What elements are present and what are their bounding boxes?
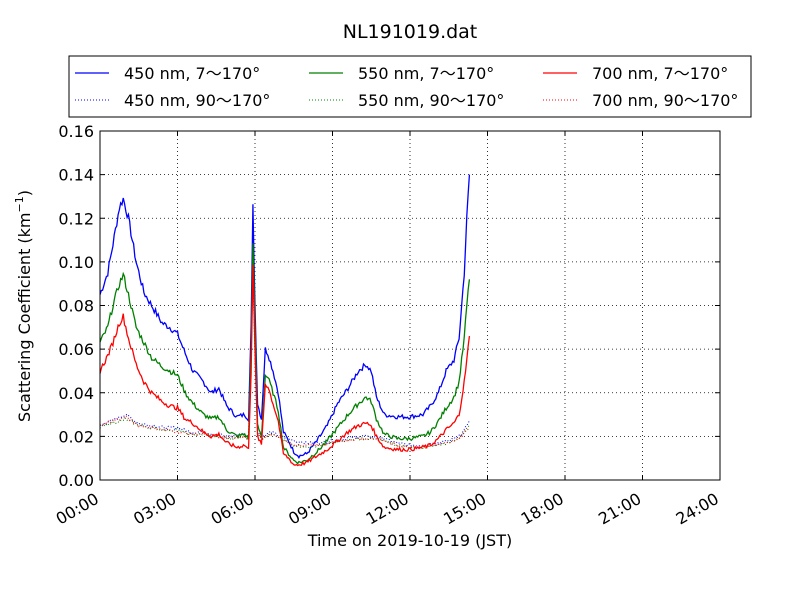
- y-tick-label: 0.04: [58, 384, 94, 403]
- y-tick-label: 0.14: [58, 166, 94, 185]
- series-layer: [99, 174, 471, 467]
- chart-title: NL191019.dat: [343, 21, 478, 43]
- y-tick-label: 0.02: [58, 427, 94, 446]
- legend-label: 450 nm, 90～170°: [124, 91, 270, 110]
- y-tick-label: 0.12: [58, 209, 94, 228]
- legend-label: 450 nm, 7～170°: [124, 64, 260, 83]
- y-axis-label-exponent: −1: [13, 196, 26, 212]
- y-axis-label: Scattering Coefficient (km−1): [13, 190, 34, 422]
- y-tick-label: 0.10: [58, 253, 94, 272]
- y-tick-label: 0.00: [58, 471, 94, 490]
- x-tick-label: 18:00: [518, 489, 567, 529]
- x-tick-label: 21:00: [595, 489, 644, 529]
- x-tick-label: 12:00: [363, 489, 412, 529]
- x-tick-label: 15:00: [440, 489, 489, 529]
- x-tick-label: 09:00: [285, 489, 334, 529]
- x-tick-labels: 00:00 03:00 06:00 09:00 12:00 15:00 18:00 21:00…: [53, 489, 722, 529]
- legend-label: 550 nm, 7～170°: [358, 64, 494, 83]
- y-tick-label: 0.08: [58, 297, 94, 316]
- plot-area: 0.00 0.02 0.04 0.06 0.08 0.10 0.12 0.14 0.16 00:…: [53, 122, 722, 529]
- series-line-2: [99, 243, 471, 465]
- x-tick-label: 24:00: [673, 489, 722, 529]
- legend: 450 nm, 7～170° 550 nm, 7～170° 700 nm, 7～17…: [68, 55, 752, 118]
- y-tick-label: 0.16: [58, 122, 94, 141]
- legend-box: [68, 55, 752, 118]
- x-tick-label: 03:00: [130, 489, 179, 529]
- y-axis-label-main: Scattering Coefficient (km: [15, 212, 34, 422]
- series-line-0: [99, 174, 471, 460]
- series-line-1: [99, 262, 470, 447]
- x-axis-label: Time on 2019-10-19 (JST): [307, 531, 512, 550]
- grid: [100, 131, 720, 480]
- legend-label: 550 nm, 90～170°: [358, 91, 504, 110]
- series-line-4: [99, 264, 471, 467]
- legend-label: 700 nm, 90～170°: [592, 91, 738, 110]
- x-tick-label: 06:00: [208, 489, 257, 529]
- y-tick-label: 0.06: [58, 340, 94, 359]
- y-axis-label-close: ): [15, 190, 34, 196]
- legend-label: 700 nm, 7～170°: [592, 64, 728, 83]
- y-tick-labels: 0.00 0.02 0.04 0.06 0.08 0.10 0.12 0.14 0.16: [58, 122, 94, 490]
- tick-marks: [99, 130, 721, 481]
- x-tick-label: 00:00: [53, 489, 102, 529]
